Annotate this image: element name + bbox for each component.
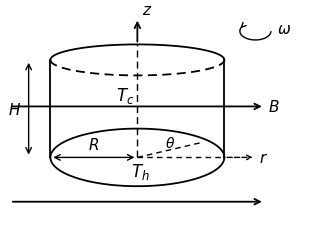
Text: $B$: $B$: [268, 99, 279, 115]
Text: $z$: $z$: [142, 3, 152, 18]
Text: $\theta$: $\theta$: [165, 135, 176, 150]
Text: $H$: $H$: [8, 101, 21, 117]
Text: $r$: $r$: [259, 150, 268, 165]
Text: $T_h$: $T_h$: [131, 161, 150, 181]
Text: $T_c$: $T_c$: [116, 86, 134, 106]
Text: $R$: $R$: [88, 136, 100, 152]
Text: $\omega$: $\omega$: [277, 22, 291, 37]
